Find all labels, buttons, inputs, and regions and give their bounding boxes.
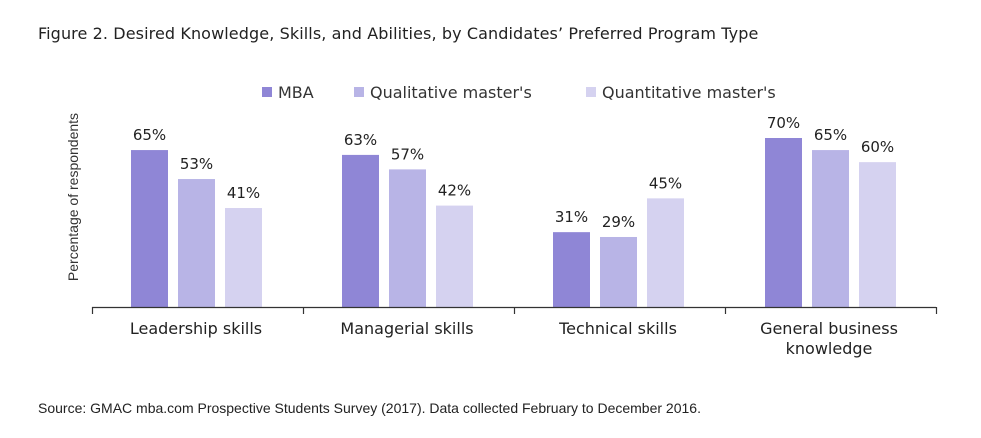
bar-value-label-3-2: 60% xyxy=(861,138,894,156)
y-axis-label: Percentage of respondents xyxy=(65,113,81,281)
legend-label-0: MBA xyxy=(278,83,314,102)
bar-value-label-2-1: 29% xyxy=(602,213,635,231)
category-label-2: Technical skills xyxy=(558,319,677,338)
bar-2-2 xyxy=(647,198,684,307)
bar-value-label-0-2: 41% xyxy=(227,184,260,202)
bar-1-0 xyxy=(342,154,379,307)
legend-swatch-0 xyxy=(262,87,272,97)
bar-value-label-0-1: 53% xyxy=(180,155,213,173)
legend-label-1: Qualitative master's xyxy=(370,83,532,102)
bar-labels-group: 65% 53% 41% 63% 57% 42% 31% 29% 45% 70% 65% 60% xyxy=(133,114,894,231)
bar-3-2 xyxy=(859,162,896,307)
category-label-3: General business knowledge xyxy=(760,319,898,358)
category-label-1: Managerial skills xyxy=(340,319,473,338)
bar-value-label-1-0: 63% xyxy=(344,131,377,149)
y-axis-label-group: Percentage of respondents xyxy=(65,113,81,281)
bar-value-label-2-0: 31% xyxy=(555,208,588,226)
category-labels-group: Leadership skills Managerial skills Techni… xyxy=(130,319,898,358)
legend-swatch-2 xyxy=(586,87,596,97)
bar-value-label-1-2: 42% xyxy=(438,182,471,200)
bar-1-2 xyxy=(436,205,473,307)
bar-value-label-3-0: 70% xyxy=(767,114,800,132)
bar-3-0 xyxy=(765,138,802,307)
bar-0-2 xyxy=(225,208,262,307)
legend-swatch-1 xyxy=(354,87,364,97)
bar-2-0 xyxy=(553,232,590,307)
bar-value-label-3-1: 65% xyxy=(814,126,847,144)
bar-3-1 xyxy=(812,150,849,307)
bar-value-label-1-1: 57% xyxy=(391,145,424,163)
bar-0-0 xyxy=(131,150,168,307)
bar-value-label-2-2: 45% xyxy=(649,174,682,192)
source-note: Source: GMAC mba.com Prospective Student… xyxy=(38,400,701,416)
category-label-0: Leadership skills xyxy=(130,319,262,338)
bars-group xyxy=(131,138,896,307)
bar-value-label-0-0: 65% xyxy=(133,126,166,144)
bar-1-1 xyxy=(389,169,426,307)
bar-2-1 xyxy=(600,236,637,307)
bar-0-1 xyxy=(178,179,215,307)
legend-label-2: Quantitative master's xyxy=(602,83,776,102)
chart-title: Figure 2. Desired Knowledge, Skills, and… xyxy=(38,24,759,43)
legend: MBA Qualitative master's Quantitative mast… xyxy=(262,83,776,102)
x-axis xyxy=(91,306,938,314)
